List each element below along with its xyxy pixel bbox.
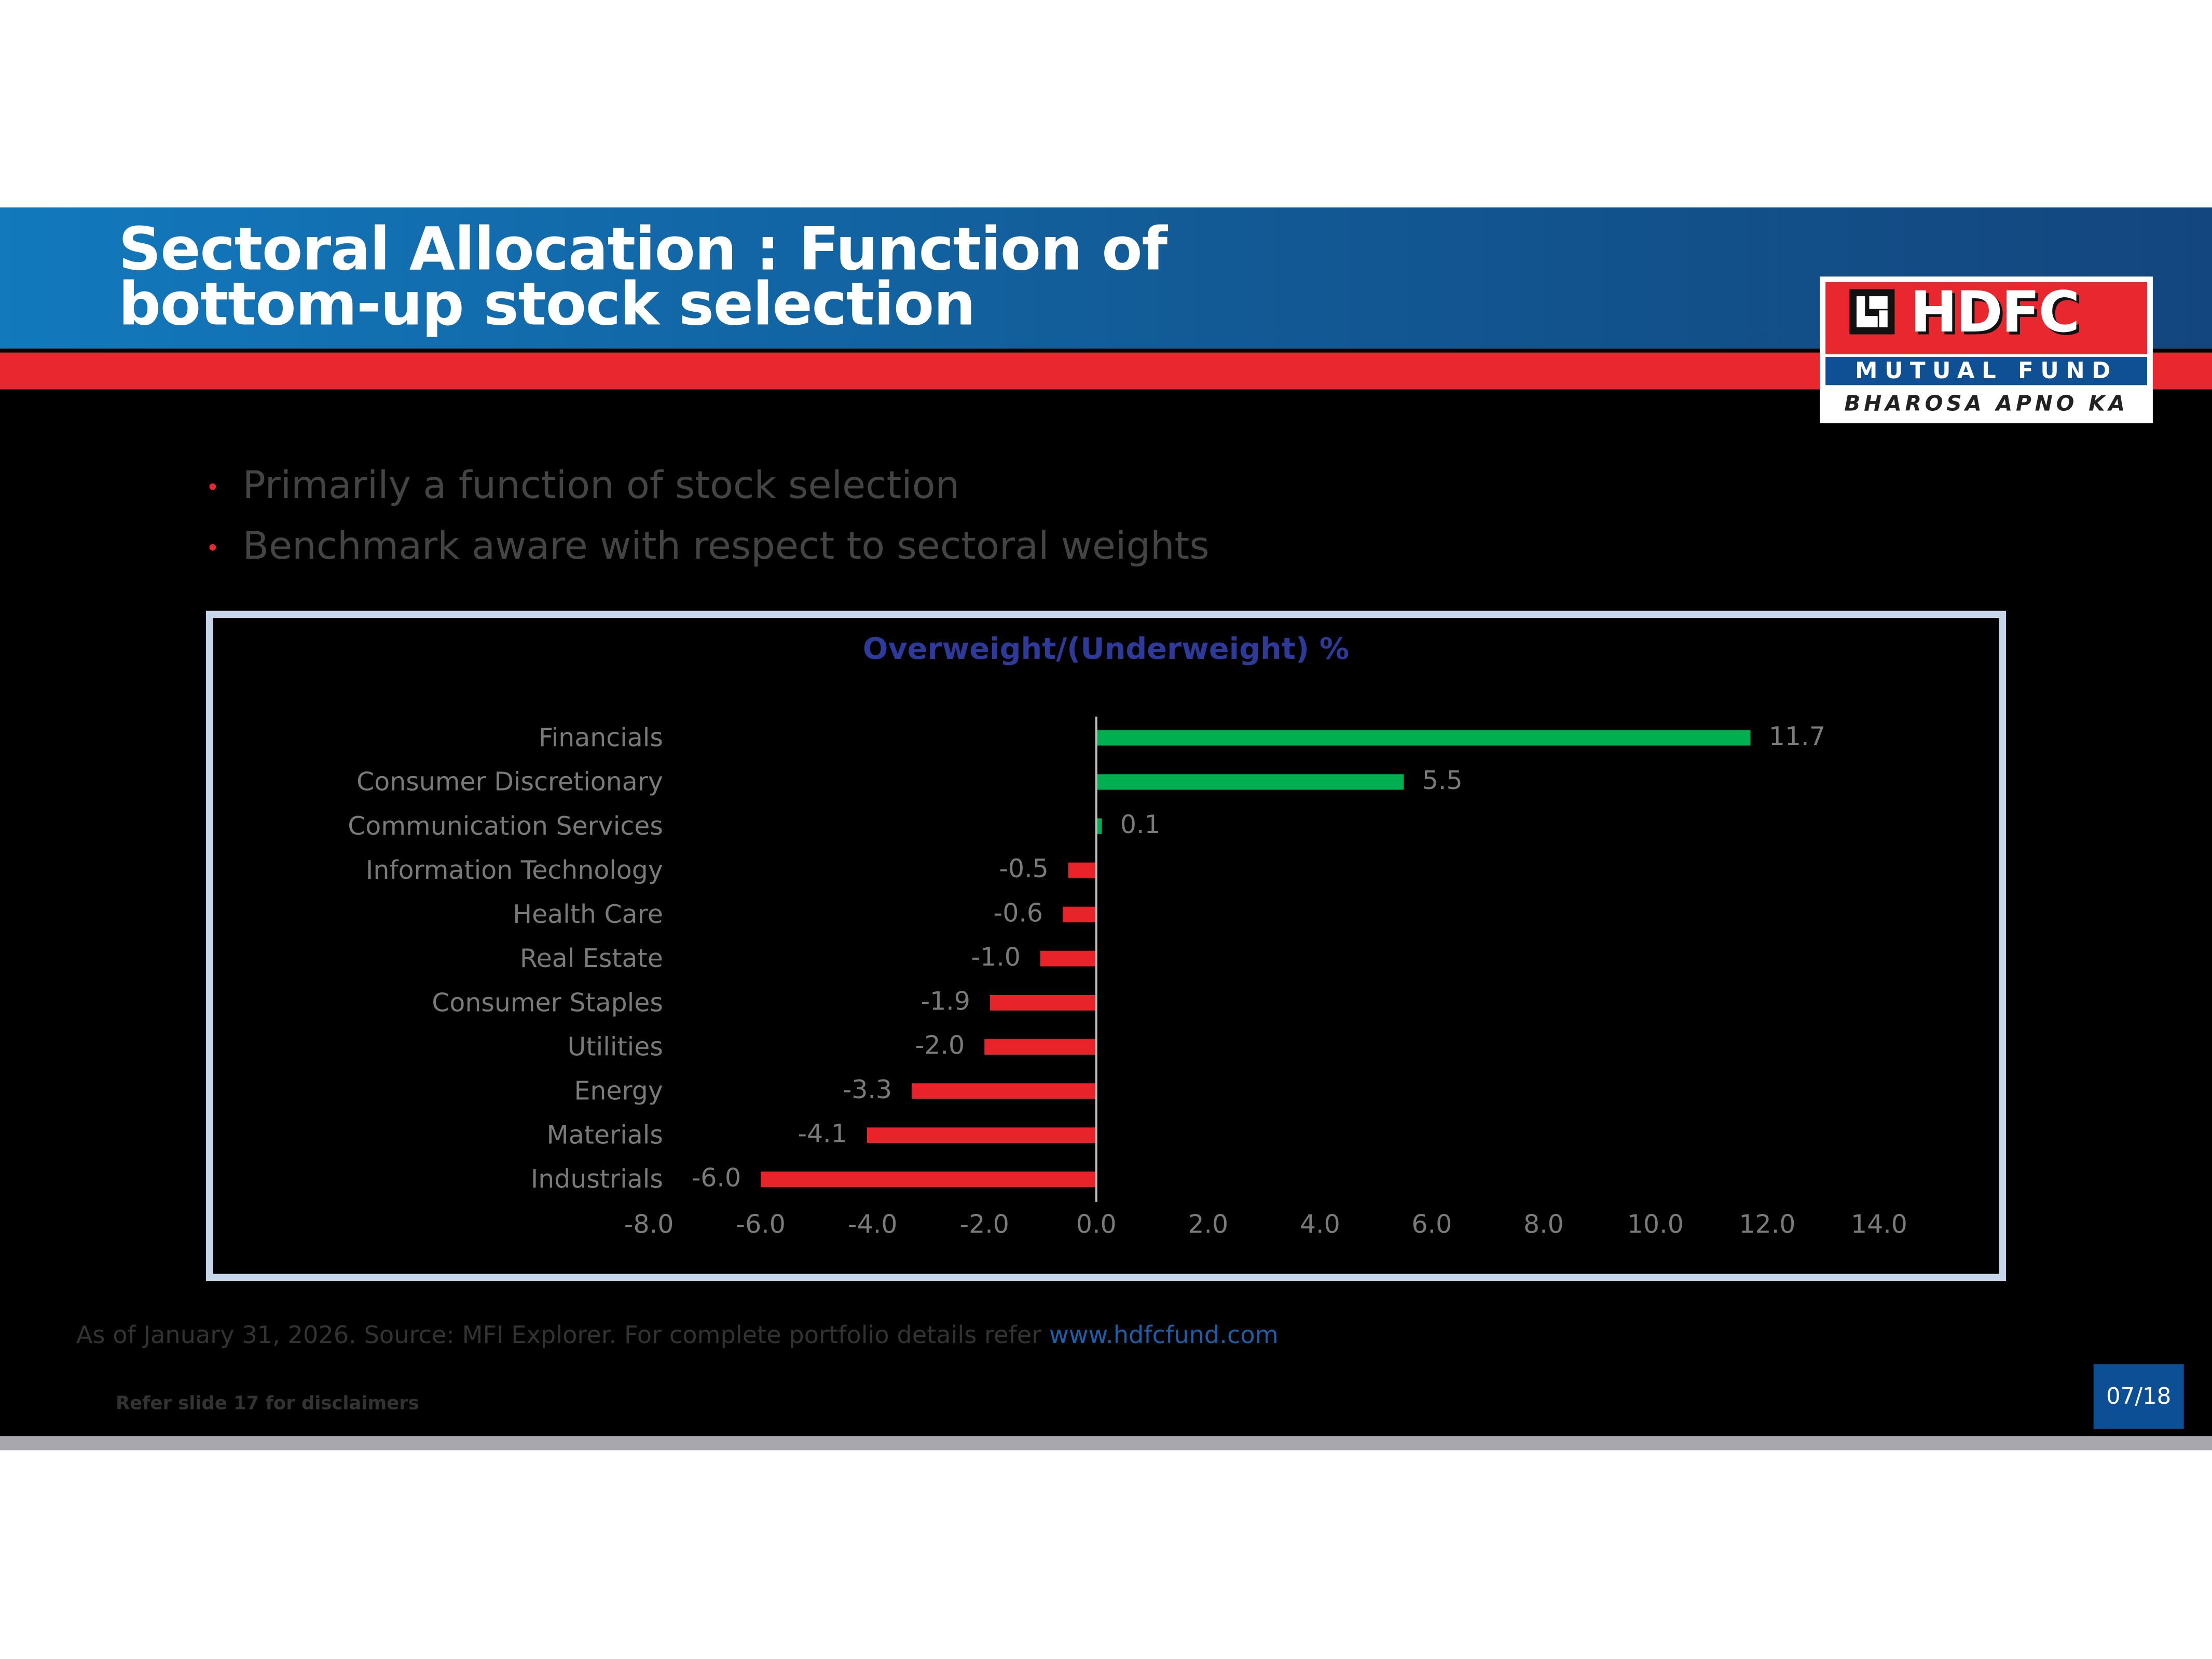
x-tick-label: -8.0 <box>624 1210 674 1239</box>
category-label: Industrials <box>531 1165 663 1194</box>
data-label: 5.5 <box>1422 766 1463 795</box>
bullet-text: Primarily a function of stock selection <box>242 464 960 508</box>
category-label: Utilities <box>568 1032 663 1061</box>
category-label: Energy <box>574 1076 663 1105</box>
x-tick-label: 4.0 <box>1300 1210 1340 1239</box>
bar <box>990 994 1096 1011</box>
slide-title-line1: Sectoral Allocation : Function of <box>118 214 1167 284</box>
x-tick-label: -6.0 <box>736 1210 785 1239</box>
bullet-text: Benchmark aware with respect to sectoral… <box>242 524 1210 569</box>
category-label: Information Technology <box>366 855 663 885</box>
category-label: Health Care <box>513 900 663 929</box>
hdfc-mark-icon <box>1849 289 1895 335</box>
data-label: -1.0 <box>971 942 1020 972</box>
disclaimer-note: Refer slide 17 for disclaimers <box>115 1393 419 1415</box>
page-number: 07/18 <box>2093 1364 2184 1429</box>
x-tick-label: 12.0 <box>1739 1210 1795 1239</box>
category-label: Materials <box>547 1121 663 1150</box>
category-label: Financials <box>539 723 663 753</box>
bottom-bar <box>0 1436 2212 1450</box>
bar <box>1096 774 1404 790</box>
bar <box>984 1039 1096 1055</box>
category-label: Communication Services <box>348 811 663 841</box>
x-tick-label: 8.0 <box>1523 1210 1564 1239</box>
slide-body <box>0 389 2212 1436</box>
divider <box>0 348 2212 353</box>
bar <box>912 1083 1096 1099</box>
bullet-item: • Benchmark aware with respect to sectora… <box>205 524 1210 569</box>
hdfc-logo: HDFC MUTUAL FUND BHAROSA APNO KA <box>1820 276 2153 423</box>
data-label: -4.1 <box>798 1119 847 1149</box>
bar <box>1040 950 1096 966</box>
bar <box>1096 818 1102 834</box>
x-tick-label: 6.0 <box>1411 1210 1452 1239</box>
source-text: As of January 31, 2026. Source: MFI Expl… <box>76 1322 1049 1350</box>
bar <box>1068 862 1096 878</box>
chart-frame <box>205 611 2007 1281</box>
bar <box>761 1171 1096 1187</box>
source-note: As of January 31, 2026. Source: MFI Expl… <box>76 1322 1279 1350</box>
data-label: -0.6 <box>994 898 1043 928</box>
data-label: -1.9 <box>920 987 970 1016</box>
logo-sub: MUTUAL FUND <box>1825 357 2148 385</box>
logo-brand: HDFC <box>1910 281 2080 346</box>
x-tick-label: 0.0 <box>1076 1210 1117 1239</box>
x-tick-label: -4.0 <box>848 1210 897 1239</box>
data-label: -0.5 <box>999 854 1048 883</box>
slide-title-line2: bottom-up stock selection <box>118 269 976 339</box>
category-label: Real Estate <box>520 944 663 973</box>
data-label: -2.0 <box>915 1031 965 1060</box>
bar <box>1063 906 1096 922</box>
x-tick-label: 2.0 <box>1188 1210 1228 1239</box>
logo-tagline: BHAROSA APNO KA <box>1844 391 2128 417</box>
bar <box>1096 730 1751 746</box>
website-link[interactable]: www.hdfcfund.com <box>1049 1322 1279 1350</box>
category-label: Consumer Staples <box>432 988 663 1017</box>
data-label: 0.1 <box>1120 810 1161 839</box>
chart-title: Overweight/(Underweight) % <box>862 632 1350 666</box>
data-label: 11.7 <box>1769 722 1825 751</box>
bar <box>867 1127 1096 1143</box>
bullet-item: • Primarily a function of stock selection <box>205 464 960 508</box>
x-tick-label: 14.0 <box>1851 1210 1907 1239</box>
category-label: Consumer Discretionary <box>356 767 663 797</box>
data-label: -3.3 <box>843 1075 892 1104</box>
x-tick-label: 10.0 <box>1627 1210 1684 1239</box>
data-label: -6.0 <box>692 1163 741 1193</box>
x-tick-label: -2.0 <box>959 1210 1009 1239</box>
